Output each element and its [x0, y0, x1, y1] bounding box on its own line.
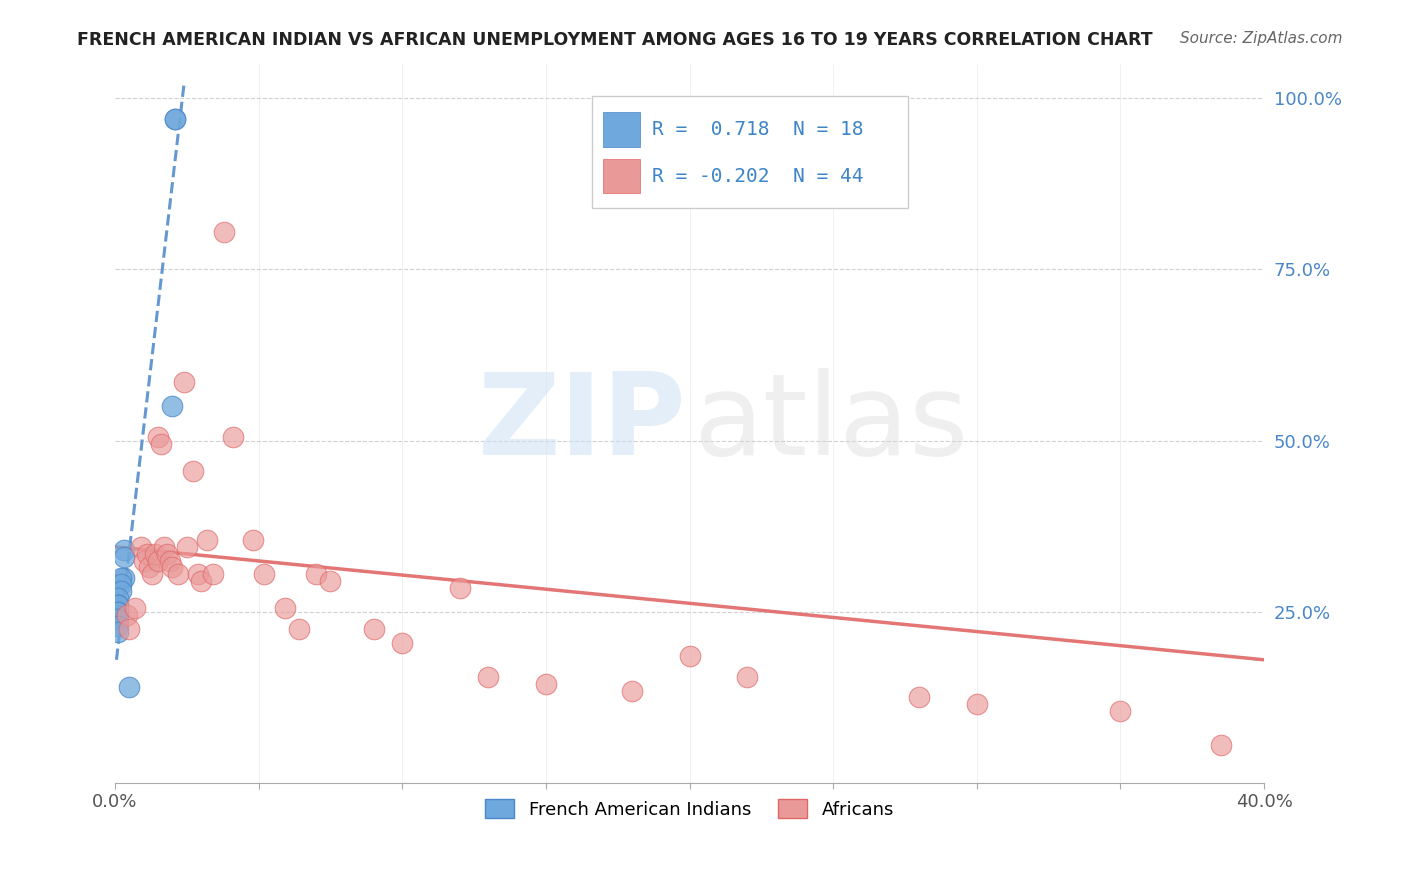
Point [201, 567, 224, 582]
Point [162, 560, 184, 574]
Point [449, 581, 471, 595]
Point [110, 571, 132, 585]
Text: R =  0.718: R = 0.718 [651, 120, 769, 139]
Point [181, 465, 204, 479]
Point [190, 574, 212, 588]
Point [165, 112, 187, 126]
Point [176, 540, 198, 554]
Point [135, 547, 157, 561]
Point [908, 690, 931, 705]
Point [129, 540, 152, 554]
Point [141, 567, 163, 582]
Point [124, 601, 146, 615]
Point [678, 649, 700, 664]
Text: R = -0.202: R = -0.202 [651, 167, 769, 186]
Point [112, 550, 135, 565]
Point [110, 577, 132, 591]
Point [162, 400, 184, 414]
Point [735, 670, 758, 684]
Point [118, 680, 141, 694]
Point [391, 635, 413, 649]
Point [253, 567, 276, 582]
Point [966, 698, 988, 712]
Point [115, 608, 138, 623]
Text: ZIP: ZIP [478, 368, 686, 479]
Point [107, 598, 129, 612]
Point [138, 560, 160, 574]
Point [173, 376, 195, 390]
Point [477, 670, 499, 684]
Point [1209, 739, 1232, 753]
Point [363, 622, 385, 636]
Point [107, 605, 129, 619]
FancyBboxPatch shape [603, 159, 640, 194]
Point [107, 612, 129, 626]
Text: N = 18: N = 18 [793, 120, 863, 139]
Point [195, 533, 218, 547]
Point [621, 683, 644, 698]
Point [167, 567, 190, 582]
Point [112, 571, 135, 585]
Point [110, 584, 132, 599]
Point [222, 430, 245, 444]
Point [107, 618, 129, 632]
Point [242, 533, 264, 547]
Point [107, 591, 129, 606]
Point [156, 547, 179, 561]
Point [165, 112, 187, 126]
Point [149, 437, 172, 451]
Point [153, 540, 176, 554]
Point [288, 622, 311, 636]
Point [107, 605, 129, 619]
Text: Source: ZipAtlas.com: Source: ZipAtlas.com [1180, 31, 1343, 46]
Text: FRENCH AMERICAN INDIAN VS AFRICAN UNEMPLOYMENT AMONG AGES 16 TO 19 YEARS CORRELA: FRENCH AMERICAN INDIAN VS AFRICAN UNEMPL… [77, 31, 1153, 49]
Point [212, 225, 235, 239]
Text: atlas: atlas [693, 368, 969, 479]
Point [534, 677, 557, 691]
Point [273, 601, 295, 615]
Legend: French American Indians, Africans: French American Indians, Africans [478, 792, 901, 826]
FancyBboxPatch shape [603, 112, 640, 147]
Y-axis label: Unemployment Among Ages 16 to 19 years: Unemployment Among Ages 16 to 19 years [0, 242, 8, 606]
Point [146, 430, 169, 444]
Point [132, 553, 155, 567]
Point [1109, 704, 1132, 718]
Point [118, 622, 141, 636]
Point [187, 567, 209, 582]
Point [107, 598, 129, 612]
Point [112, 543, 135, 558]
Point [146, 553, 169, 567]
Text: N = 44: N = 44 [793, 167, 863, 186]
FancyBboxPatch shape [592, 96, 908, 208]
Point [159, 553, 181, 567]
Point [319, 574, 342, 588]
Point [143, 547, 166, 561]
Point [305, 567, 328, 582]
Point [107, 625, 129, 640]
